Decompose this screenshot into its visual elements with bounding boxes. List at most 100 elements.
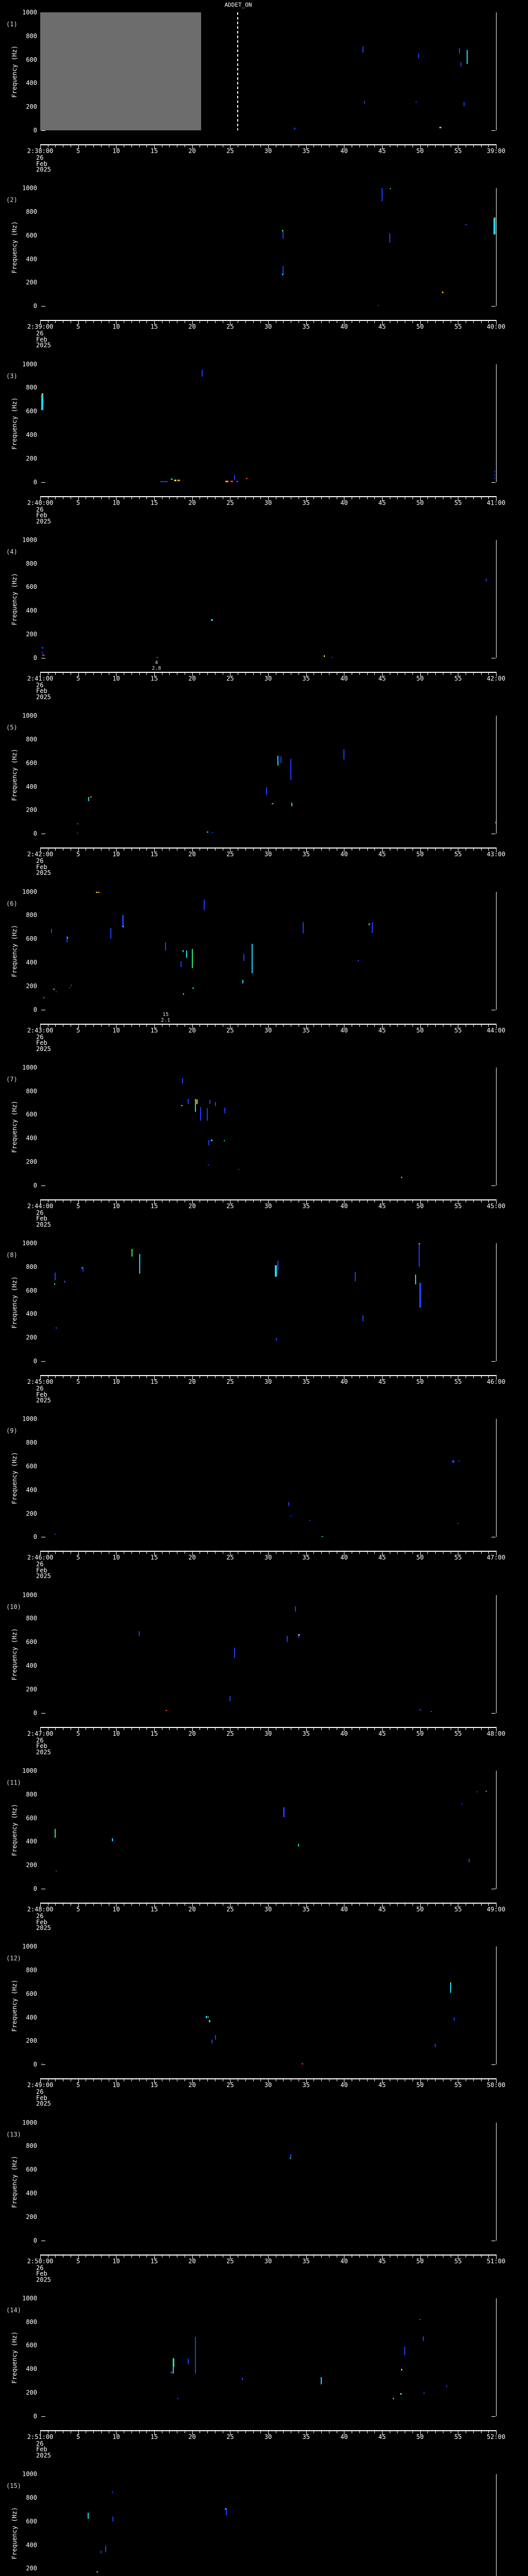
time-tick-label: 20	[188, 323, 196, 331]
time-tick	[359, 1376, 360, 1379]
detection-mark	[174, 479, 177, 481]
detection-mark	[194, 1099, 196, 1112]
time-tick-label: 15	[150, 2433, 158, 2441]
y-tick-label: 800	[26, 911, 37, 919]
time-tick	[139, 1200, 140, 1202]
time-tick	[481, 1552, 482, 1554]
time-tick	[169, 2255, 170, 2258]
y-tick-label: 1000	[22, 1591, 37, 1599]
time-tick	[268, 145, 269, 149]
detection-mark	[435, 2044, 436, 2047]
time-tick	[207, 1904, 208, 1906]
time-tick	[481, 1024, 482, 1027]
panel-number-label: (11)	[6, 1779, 21, 1786]
plot-area	[40, 891, 496, 1010]
plot-area	[40, 188, 496, 307]
time-tick	[397, 1376, 398, 1379]
detection-mark	[371, 922, 373, 934]
y-tick-label: 800	[26, 1263, 37, 1270]
time-tick-label: 55	[454, 499, 462, 506]
detection-mark	[88, 797, 90, 802]
time-tick	[374, 849, 375, 851]
y-tick-label: 1000	[22, 2294, 37, 2302]
time-tick-label: 40	[340, 674, 348, 682]
time-tick	[154, 145, 155, 149]
time-tick-label: 40	[340, 1202, 348, 1210]
y-tick-label: 600	[26, 2342, 37, 2349]
y-tick-label: 400	[26, 2013, 37, 2021]
time-tick	[214, 2431, 216, 2433]
time-tick	[55, 1376, 56, 1379]
time-tick	[283, 497, 284, 499]
time-tick	[382, 1727, 383, 1732]
time-tick	[101, 2431, 102, 2433]
plot-area	[40, 1419, 496, 1537]
time-tick-label: 15	[150, 1554, 158, 1562]
time-tick	[139, 2079, 140, 2082]
y-tick-label: 600	[26, 2166, 37, 2174]
detection-mark	[368, 923, 370, 926]
panel-number-label: (9)	[6, 1427, 18, 1435]
time-tick	[146, 1024, 147, 1027]
detection-mark	[180, 961, 182, 967]
time-tick	[253, 145, 254, 147]
y-axis-line-right	[496, 1243, 497, 1362]
time-tick	[367, 1376, 368, 1379]
time-tick	[496, 849, 497, 853]
time-tick	[488, 2431, 489, 2433]
time-tick	[427, 2255, 428, 2258]
time-tick-label: 15	[150, 674, 158, 682]
y-tick	[41, 482, 45, 483]
time-tick	[131, 321, 132, 324]
detection-mark	[55, 1272, 56, 1280]
time-tick	[427, 1904, 428, 1906]
detection-mark	[90, 796, 92, 798]
time-tick-label: 55	[454, 1202, 462, 1210]
time-tick	[306, 1727, 307, 1732]
time-tick	[481, 145, 482, 147]
time-tick	[139, 1727, 140, 1730]
time-tick	[367, 321, 368, 324]
time-tick-label: 45	[378, 323, 386, 331]
y-tick-label: 600	[26, 2517, 37, 2525]
time-tick	[253, 2431, 254, 2433]
detection-mark	[446, 2385, 448, 2387]
time-tick	[245, 849, 246, 851]
time-tick-label: 5	[76, 1378, 80, 1386]
y-tick	[491, 1713, 496, 1714]
time-tick	[139, 1552, 140, 1554]
detection-mark	[419, 2318, 421, 2320]
detection-mark	[241, 2377, 243, 2381]
time-tick	[260, 2431, 261, 2433]
time-tick-label: 5	[76, 1730, 80, 1737]
time-tick-label: 25	[226, 674, 234, 682]
time-tick	[382, 497, 383, 501]
time-tick	[306, 145, 307, 149]
detection-mark	[238, 1168, 239, 1171]
time-tick	[367, 849, 368, 851]
time-tick-label: 10	[112, 499, 120, 506]
y-tick	[491, 2064, 496, 2065]
time-tick	[40, 321, 41, 325]
detection-mark	[419, 1243, 420, 1245]
y-tick-label: 600	[26, 408, 37, 415]
time-tick	[496, 672, 497, 676]
time-tick-label: 35	[302, 147, 310, 155]
time-tick	[260, 1904, 261, 1906]
time-tick-label: 10	[112, 2081, 120, 2089]
detection-mark	[286, 1636, 288, 1642]
y-tick-label: 1000	[22, 184, 37, 192]
date-label: 26 Feb 2025	[36, 1912, 51, 1931]
time-tick-label: 30	[264, 1554, 272, 1562]
time-tick	[397, 1727, 398, 1730]
time-tick-label: 25	[226, 147, 234, 155]
time-tick-label: 45	[378, 499, 386, 506]
time-tick-label: 30	[264, 2433, 272, 2441]
time-tick	[169, 1200, 170, 1202]
time-tick	[55, 1200, 56, 1202]
time-tick-label: 55	[454, 1378, 462, 1386]
time-tick	[306, 321, 307, 325]
time-tick	[192, 1200, 193, 1204]
detection-mark	[111, 2492, 113, 2493]
time-tick	[93, 1552, 94, 1554]
